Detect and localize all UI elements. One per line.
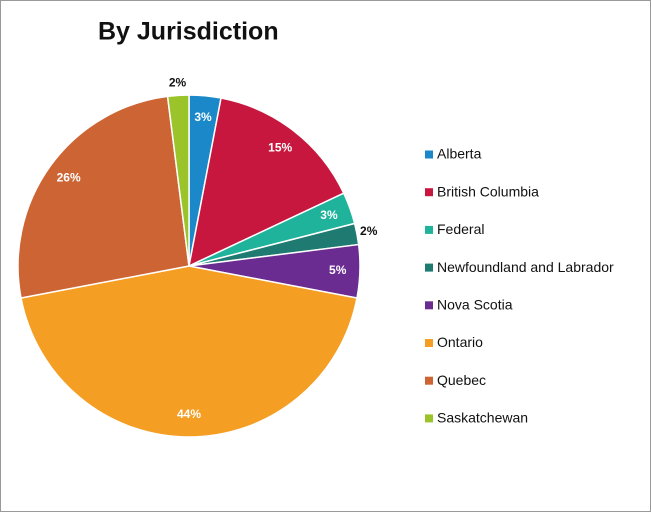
legend-label: Alberta (437, 146, 482, 162)
legend-swatch (425, 301, 433, 310)
legend-label: British Columbia (437, 183, 539, 199)
legend-label: Quebec (437, 372, 486, 388)
legend-label: Federal (437, 221, 484, 237)
legend-swatch (425, 414, 433, 423)
pie-slice (20, 265, 358, 438)
chart-title: By Jurisdiction (98, 18, 279, 46)
pie-slice (17, 95, 190, 299)
legend-label: Ontario (437, 334, 483, 350)
data-label: 15% (268, 141, 292, 155)
legend-swatch (425, 263, 433, 272)
legend-swatch (425, 339, 433, 347)
data-label: 26% (57, 171, 81, 185)
legend-label: Newfoundland and Labrador (437, 259, 614, 275)
legend-label: Nova Scotia (437, 297, 513, 313)
data-label: 44% (177, 407, 201, 421)
legend-swatch (425, 150, 433, 159)
data-label: 2% (169, 76, 187, 90)
legend-swatch (425, 376, 433, 385)
data-label: 5% (329, 263, 347, 277)
data-label: 3% (320, 208, 338, 222)
data-label: 2% (360, 224, 378, 238)
pie-slice (166, 94, 190, 267)
data-label: 3% (194, 110, 212, 124)
legend-swatch (425, 188, 433, 197)
pie-slice (187, 97, 345, 268)
legend-swatch (425, 225, 433, 234)
legend-label: Saskatchewan (437, 410, 528, 426)
